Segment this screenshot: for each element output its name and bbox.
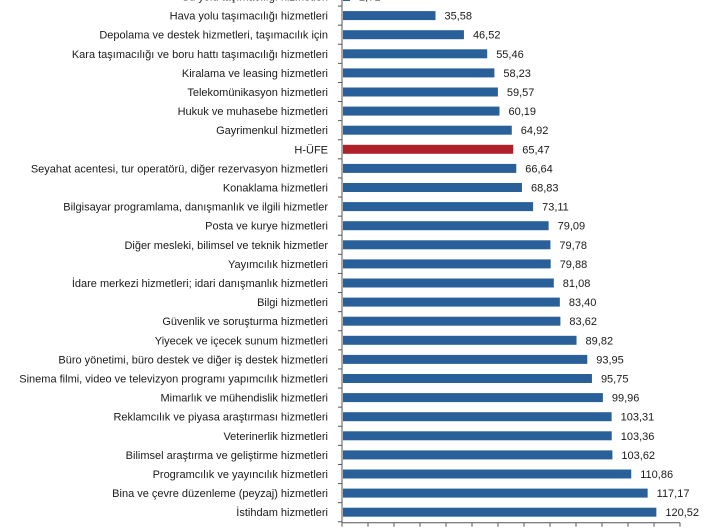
category-labels: Su yolu taşımacılığı hizmetleri Hava yolu… — [19, 0, 328, 519]
category-label: Mimarlık ve mühendislik hizmetleri — [161, 393, 329, 405]
category-label: Programcılık ve yayıncılık hizmetleri — [153, 469, 328, 481]
axis-layer — [338, 0, 681, 527]
bar — [343, 374, 592, 383]
value-label: 93,95 — [596, 354, 624, 366]
value-label: 79,78 — [559, 240, 587, 252]
bar — [343, 412, 612, 422]
value-label: 99,96 — [612, 393, 640, 405]
value-label: 103,31 — [621, 412, 655, 424]
bar — [343, 30, 464, 40]
bar — [343, 354, 588, 364]
category-label: Reklamcılık ve piyasa araştırması hizmet… — [113, 412, 328, 424]
category-label: Sinema filmi, video ve televizyon progra… — [19, 374, 328, 386]
category-label: Kiralama ve leasing hizmetleri — [182, 68, 328, 80]
bar-h-ufe — [343, 144, 514, 154]
value-label: 58,23 — [503, 68, 531, 80]
category-label: Veterinerlik hizmetleri — [223, 431, 328, 443]
category-label: Bilgi hizmetleri — [257, 297, 328, 309]
value-label: 83,62 — [569, 316, 597, 328]
value-label: 81,08 — [563, 278, 591, 290]
bar — [343, 68, 495, 78]
bar — [343, 393, 603, 403]
bar — [343, 87, 498, 97]
category-label: Büro yönetimi, büro destek ve diğer iş d… — [58, 354, 328, 366]
bar — [343, 431, 612, 441]
bar — [343, 469, 632, 479]
value-label: 46,52 — [473, 30, 501, 42]
value-label: 35,58 — [445, 11, 473, 23]
category-label: Hava yolu taşımacılığı hizmetleri — [170, 11, 328, 23]
bar — [343, 202, 534, 212]
bar — [343, 221, 549, 231]
bar — [343, 106, 500, 116]
value-label: 55,46 — [496, 49, 524, 61]
value-label: 79,88 — [560, 259, 588, 271]
category-label: Su yolu taşımacılığı hizmetleri — [182, 0, 328, 4]
value-label: 68,83 — [531, 183, 559, 195]
bar — [343, 11, 436, 21]
value-label: 117,17 — [657, 488, 690, 500]
bar — [343, 125, 512, 135]
value-label: 103,36 — [621, 431, 655, 443]
bar — [343, 450, 613, 460]
bars-layer — [343, 0, 657, 517]
value-label: 110,86 — [640, 469, 673, 481]
bar — [343, 49, 488, 59]
category-label: Konaklama hizmetleri — [223, 183, 328, 195]
category-label: Güvenlik ve soruşturma hizmetleri — [162, 316, 328, 328]
bar — [343, 163, 517, 173]
category-label: Yiyecek ve içecek sunum hizmetleri — [155, 335, 328, 347]
bar — [343, 316, 561, 326]
category-label: Bilgisayar programlama, danışmanlık ve i… — [63, 202, 328, 214]
bar — [343, 488, 648, 498]
bar — [343, 183, 522, 192]
value-label: 66,64 — [525, 163, 553, 175]
category-label: Depolama ve destek hizmetleri, taşımacıl… — [99, 30, 328, 42]
bar — [343, 240, 551, 250]
value-label: 89,82 — [586, 335, 614, 347]
category-label: Posta ve kurye hizmetleri — [205, 221, 328, 233]
category-label: İstihdam hizmetleri — [236, 506, 328, 519]
category-label: Bilimsel araştırma ve geliştirme hizmetl… — [126, 450, 328, 462]
value-label: 79,09 — [558, 221, 586, 233]
bar — [343, 0, 351, 1]
bar — [343, 335, 577, 345]
category-label: Seyahat acentesi, tur operatörü, diğer r… — [31, 163, 328, 175]
value-label: 83,40 — [569, 297, 597, 309]
category-label: Kara taşımacılığı ve boru hattı taşımacı… — [72, 49, 328, 61]
bar — [343, 278, 554, 288]
bar — [343, 259, 551, 269]
category-label: Diğer mesleki, bilimsel ve teknik hizmet… — [124, 240, 328, 252]
bar — [343, 507, 657, 517]
value-label: 59,57 — [507, 87, 535, 99]
category-label: H-ÜFE — [294, 144, 328, 156]
category-label: İdare merkezi hizmetleri; idari danışman… — [72, 277, 328, 290]
value-label: 73,11 — [542, 202, 569, 214]
category-label: Gayrimenkul hizmetleri — [216, 125, 328, 137]
category-label: Telekomünikasyon hizmetleri — [187, 87, 328, 99]
category-label: Hukuk ve muhasebe hizmetleri — [178, 106, 328, 118]
value-label: 65,47 — [522, 144, 550, 156]
value-label: 64,92 — [521, 125, 549, 137]
category-label: Yayımcılık hizmetleri — [228, 259, 328, 271]
bar — [343, 297, 560, 307]
value-label: 120,52 — [665, 507, 699, 519]
value-label: 95,75 — [601, 374, 629, 386]
value-label: 60,19 — [508, 106, 536, 118]
value-label: 103,62 — [621, 450, 655, 462]
value-label: 2,71 — [359, 0, 380, 4]
category-label: Bina ve çevre düzenleme (peyzaj) hizmetl… — [112, 488, 328, 500]
